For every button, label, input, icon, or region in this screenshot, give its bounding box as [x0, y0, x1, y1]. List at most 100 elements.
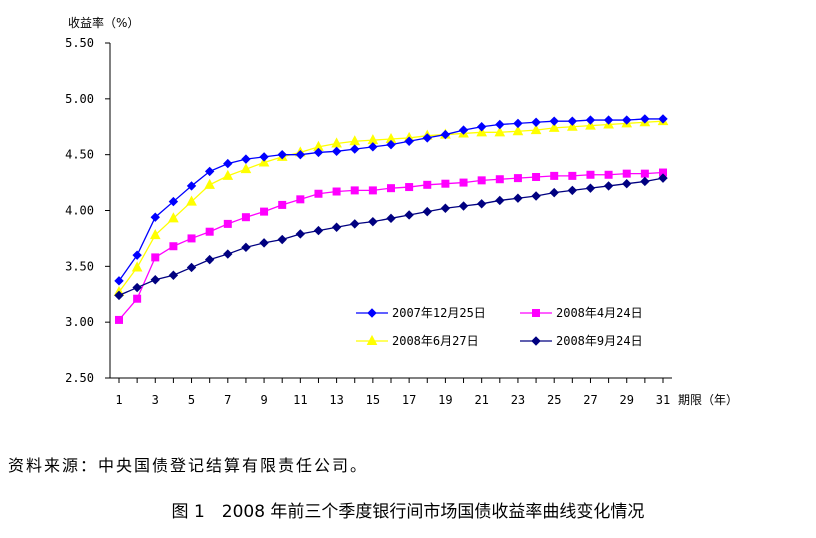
data-point	[114, 276, 124, 286]
data-point	[331, 146, 342, 157]
figure-caption: 图 1 2008 年前三个季度银行间市场国债收益率曲线变化情况	[171, 502, 645, 522]
data-point	[223, 219, 232, 228]
data-point	[114, 290, 124, 301]
data-point	[296, 195, 305, 204]
data-point	[532, 173, 541, 181]
x-tick-label: 19	[438, 393, 452, 407]
x-tick-label: 5	[188, 393, 195, 407]
data-point	[495, 195, 505, 206]
legend-entry-4: 2008年9月24日	[520, 334, 643, 348]
data-point	[658, 173, 668, 183]
data-point	[622, 115, 632, 125]
data-point	[495, 119, 505, 130]
data-point	[622, 178, 632, 189]
data-point	[386, 139, 396, 150]
y-tick-label: 2.50	[65, 371, 94, 385]
legend-marker	[366, 334, 378, 345]
data-point	[240, 163, 252, 174]
data-point	[151, 253, 160, 262]
data-point	[259, 152, 269, 162]
data-point	[422, 133, 432, 143]
data-point	[386, 213, 396, 224]
data-point	[241, 213, 250, 222]
data-point	[404, 210, 414, 220]
data-point	[423, 180, 432, 189]
x-tick-label: 21	[474, 393, 488, 407]
legend-label: 2008年6月27日	[392, 334, 479, 348]
data-point	[313, 147, 324, 158]
legend-entry-1: 2007年12月25日	[356, 306, 486, 320]
data-point	[405, 183, 414, 192]
data-point	[223, 158, 233, 169]
data-point	[568, 171, 577, 180]
x-tick-label: 9	[260, 393, 267, 407]
data-point	[531, 117, 541, 127]
data-point	[132, 250, 142, 260]
data-point	[204, 178, 215, 189]
y-axis-title: 收益率（%）	[68, 15, 139, 30]
data-point	[186, 181, 197, 191]
data-point	[440, 129, 451, 140]
data-point	[387, 184, 395, 193]
x-tick-label: 7	[224, 393, 231, 407]
series-line	[118, 171, 664, 321]
x-tick-label: 11	[293, 393, 307, 407]
data-point	[295, 149, 306, 160]
y-tick-label: 5.50	[65, 36, 94, 50]
data-point	[350, 144, 360, 154]
legend-marker	[367, 308, 377, 318]
x-tick-label: 23	[511, 393, 525, 407]
legend-label: 2008年4月24日	[556, 306, 643, 320]
data-point	[476, 126, 487, 137]
data-point	[205, 227, 214, 236]
data-point	[350, 219, 360, 229]
data-point	[277, 234, 287, 245]
source-note: 资料来源：中央国债登记结算有限责任公司。	[8, 456, 369, 475]
data-point	[258, 156, 270, 167]
data-point	[640, 176, 650, 187]
data-point	[186, 195, 197, 206]
legend-entry-3: 2008年6月27日	[356, 334, 479, 348]
data-point	[586, 170, 595, 179]
data-point	[476, 199, 487, 209]
data-point	[331, 222, 342, 232]
y-tick-label: 3.50	[65, 259, 94, 273]
legend-entry-2: 2008年4月24日	[520, 306, 643, 320]
data-point	[530, 124, 542, 135]
data-point	[440, 203, 451, 213]
data-point	[513, 118, 523, 129]
x-tick-label: 3	[152, 393, 159, 407]
x-tick-label: 27	[583, 393, 597, 407]
data-point	[168, 196, 179, 207]
legend-marker	[532, 309, 540, 317]
data-point	[278, 200, 287, 209]
data-point	[585, 183, 596, 193]
x-axis-title: 期限（年）	[678, 393, 738, 407]
data-point	[169, 242, 178, 251]
data-point	[149, 228, 161, 240]
data-point	[604, 170, 613, 179]
y-tick-label: 4.50	[65, 148, 94, 162]
data-point	[187, 234, 196, 243]
data-point	[314, 189, 323, 198]
data-point	[295, 229, 306, 239]
legend-marker	[531, 336, 541, 346]
data-point	[404, 136, 414, 146]
data-point	[204, 166, 215, 177]
data-point	[133, 294, 142, 303]
data-point	[368, 216, 378, 227]
data-point	[513, 193, 523, 203]
data-point	[640, 169, 649, 178]
series-1	[114, 114, 668, 286]
data-point	[603, 115, 614, 125]
data-point	[658, 114, 668, 124]
data-point	[567, 185, 578, 196]
data-point	[223, 249, 233, 259]
series-line	[118, 177, 664, 296]
data-point	[332, 187, 341, 196]
data-point	[531, 191, 541, 201]
data-point	[458, 125, 469, 135]
data-point	[441, 179, 450, 188]
data-point	[204, 254, 215, 265]
data-point	[277, 149, 287, 160]
